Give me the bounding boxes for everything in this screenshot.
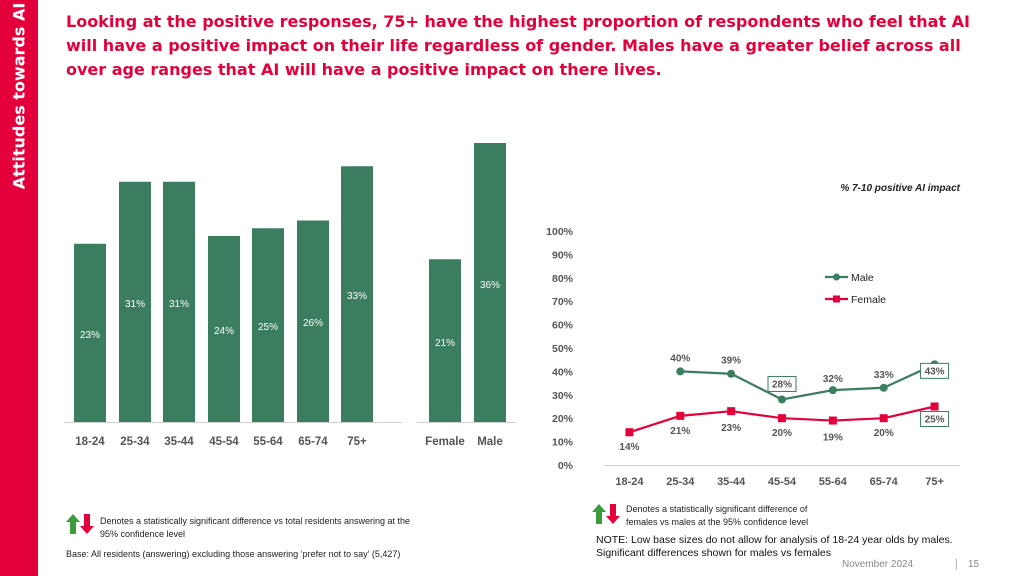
female-point: [676, 411, 685, 420]
y-tick-label: 10%: [552, 437, 574, 449]
bar-category-label: Female: [425, 436, 465, 448]
female-point: [625, 428, 634, 437]
data-label: 20%: [772, 428, 792, 439]
bar-category-label: Male: [477, 436, 503, 448]
data-label: 32%: [823, 374, 843, 385]
bar-data-label: 23%: [80, 330, 100, 341]
bar-category-label: 35-44: [164, 436, 194, 448]
bar-data-label: 26%: [303, 318, 323, 329]
data-label: 20%: [874, 428, 894, 439]
highlight-box: [920, 411, 950, 427]
headline: Looking at the positive responses, 75+ h…: [66, 12, 970, 79]
male-point: [828, 386, 837, 395]
bar-data-label: 31%: [169, 299, 189, 310]
sidebar-label: Attitudes towards AI: [9, 2, 29, 190]
bar-data-label: 36%: [480, 280, 500, 291]
bar-data-label: 31%: [125, 299, 145, 310]
low-base-note: NOTE: Low base sizes do not allow for an…: [596, 534, 953, 559]
sig-total-note: Denotes a statistically significant diff…: [100, 516, 410, 539]
bar: [119, 181, 151, 422]
data-label: 21%: [670, 426, 690, 437]
bar: [208, 236, 240, 422]
data-label: 43%: [925, 366, 945, 377]
bar: [474, 143, 506, 422]
bar: [163, 181, 195, 422]
male-point: [676, 367, 685, 376]
gender-significance-arrows-icon: [592, 504, 620, 524]
bar-category-label: 18-24: [75, 436, 105, 448]
male-point: [778, 395, 786, 404]
y-tick-label: 30%: [552, 390, 574, 402]
y-tick-label: 60%: [552, 320, 574, 332]
legend-label: Male: [851, 272, 874, 284]
page-number: 15: [968, 559, 980, 570]
y-tick-label: 80%: [552, 273, 574, 285]
y-tick-label: 20%: [552, 413, 574, 425]
bar: [74, 243, 106, 422]
y-tick-label: 50%: [552, 343, 574, 355]
bar-category-label: 65-74: [298, 436, 328, 448]
female-point: [828, 416, 837, 425]
bar: [297, 220, 329, 422]
bar-data-label: 21%: [435, 338, 455, 349]
data-label: 19%: [823, 433, 843, 444]
footer-date: November 2024: [842, 559, 914, 570]
bar-category-label: 45-54: [209, 436, 239, 448]
female-point: [930, 402, 939, 411]
y-tick-label: 70%: [552, 296, 574, 308]
legend-marker: [833, 295, 840, 303]
male-point: [727, 369, 736, 378]
female-point: [778, 414, 786, 423]
footer-separator: |: [955, 558, 958, 570]
female-point: [879, 414, 888, 423]
x-tick-label: 65-74: [870, 476, 899, 488]
bar-data-label: 25%: [258, 322, 278, 333]
line-chart: % 7-10 positive AI impact 0% 10% 20% 30% 40% 5…: [546, 183, 961, 488]
chart-title: % 7-10 positive AI impact: [840, 183, 960, 194]
bar-category-label: 55-64: [253, 436, 283, 448]
y-tick-label: 90%: [552, 249, 574, 261]
significance-arrows-icon: [66, 514, 94, 534]
bar: [252, 228, 284, 422]
x-tick-label: 18-24: [615, 476, 644, 488]
bar-data-label: 24%: [214, 326, 234, 337]
highlight-box: [767, 375, 797, 392]
base-note: Base: All residents (answering) excludin…: [66, 549, 401, 559]
data-label: 23%: [721, 423, 741, 434]
highlight-box: [920, 362, 950, 379]
x-tick-label: 75+: [925, 476, 944, 488]
data-label: 28%: [772, 379, 792, 390]
data-label: 14%: [619, 442, 639, 453]
x-tick-label: 55-64: [819, 476, 848, 488]
male-point: [879, 383, 888, 392]
data-label: 39%: [721, 356, 741, 367]
x-tick-label: 35-44: [717, 476, 746, 488]
bar-category-label: 25-34: [120, 436, 150, 448]
y-tick-label: 100%: [546, 226, 574, 238]
x-tick-label: 25-34: [666, 476, 695, 488]
bar-category-label: 75+: [347, 436, 367, 448]
female-point: [727, 407, 736, 416]
bar: [429, 259, 461, 422]
series-line-male: [680, 363, 936, 401]
x-tick-label: 45-54: [768, 476, 797, 488]
sidebar: Attitudes towards AI: [0, 0, 38, 576]
bar-chart: 23% 31% 31% 24% 25% 26% 33% 21% 36% 18-24 25-34 35-…: [64, 143, 516, 448]
data-label: 25%: [925, 415, 945, 426]
y-tick-label: 40%: [552, 366, 574, 378]
data-label: 40%: [670, 353, 690, 364]
bar-data-label: 33%: [347, 291, 367, 302]
sig-gender-note: Denotes a statistically significant diff…: [626, 504, 809, 527]
legend-marker: [833, 273, 840, 281]
data-label: 33%: [874, 370, 894, 381]
bar: [341, 166, 373, 422]
y-tick-label: 0%: [558, 460, 574, 472]
legend-label: Female: [851, 294, 886, 306]
